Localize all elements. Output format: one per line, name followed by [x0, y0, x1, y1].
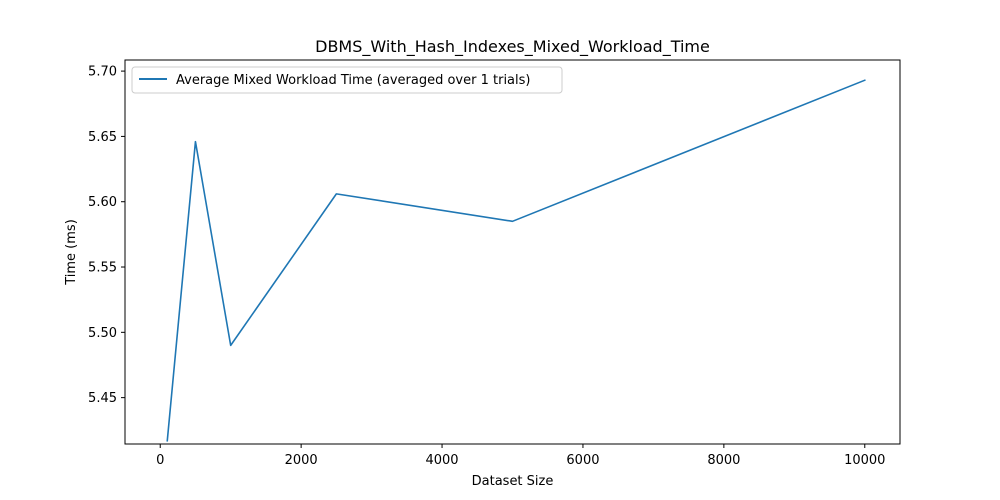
y-tick-label: 5.50	[88, 326, 117, 341]
legend-entry-label: Average Mixed Workload Time (averaged ov…	[176, 73, 530, 88]
x-axis-label: Dataset Size	[472, 474, 554, 489]
chart-title: DBMS_With_Hash_Indexes_Mixed_Workload_Ti…	[315, 37, 710, 57]
x-tick-label: 10000	[844, 453, 885, 468]
x-tick-label: 0	[156, 453, 164, 468]
x-tick-label: 8000	[707, 453, 740, 468]
y-tick-label: 5.45	[88, 391, 117, 406]
y-tick-label: 5.55	[88, 261, 117, 276]
x-tick-label: 6000	[566, 453, 599, 468]
x-tick-label: 4000	[425, 453, 458, 468]
y-axis-label: Time (ms)	[64, 219, 79, 286]
series-line-0	[166, 79, 866, 442]
y-tick-label: 5.70	[88, 65, 117, 80]
y-tick-label: 5.65	[88, 130, 117, 145]
legend: Average Mixed Workload Time (averaged ov…	[131, 66, 563, 94]
y-axis: 5.45 5.50 5.55 5.60 5.65 5.70	[88, 65, 125, 406]
x-tick-label: 2000	[285, 453, 318, 468]
plot-area	[166, 79, 866, 442]
legend-box	[131, 66, 563, 94]
y-tick-label: 5.60	[88, 195, 117, 210]
x-axis: 0 2000 4000 6000 8000 10000	[156, 444, 885, 468]
axes-frame	[124, 59, 901, 445]
